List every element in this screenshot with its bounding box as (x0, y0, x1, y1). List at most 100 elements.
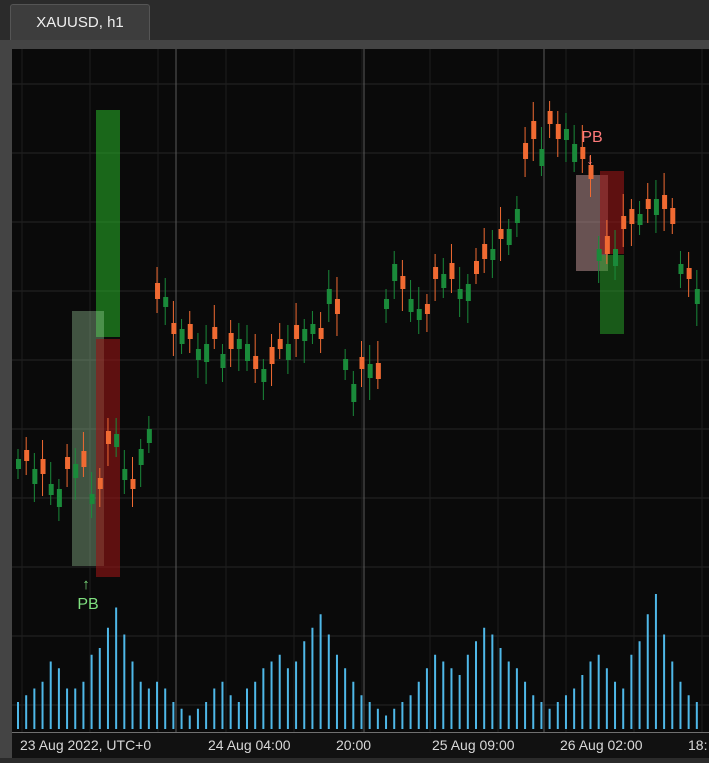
candle-body (613, 249, 619, 266)
pinbar-zones (72, 110, 624, 577)
bull-pb-arrow: ↑ (82, 576, 90, 593)
bull-pinbar-marker: ↑ PB (77, 576, 98, 613)
candle-body (384, 299, 390, 309)
candle-body (449, 263, 455, 279)
candle-body (563, 129, 569, 140)
candle-body (457, 289, 463, 299)
candle-body (326, 289, 332, 304)
time-label: 25 Aug 09:00 (432, 737, 515, 753)
candle-body (114, 434, 120, 447)
candle-body (629, 209, 635, 224)
candle-body (155, 283, 161, 299)
candle-body (138, 449, 144, 465)
candle-body (32, 469, 38, 484)
tab-bar: XAUUSD, h1 (0, 0, 709, 42)
candle-body (547, 111, 553, 124)
candle-body (555, 124, 561, 139)
candle-body (334, 299, 340, 314)
candle-body (163, 297, 169, 307)
candle-body (686, 268, 692, 279)
candle-body (506, 229, 512, 245)
candle-body (416, 309, 422, 320)
candle-body (392, 264, 398, 281)
candle-body (539, 149, 545, 166)
candle-body (408, 299, 414, 312)
bear-pb-arrow: ↓ (586, 151, 594, 168)
candle-body (40, 459, 46, 474)
candle-body (73, 464, 79, 478)
candle-body (694, 289, 700, 304)
time-label: 20:00 (336, 737, 371, 753)
candle-body (441, 274, 447, 288)
candle-body (572, 144, 578, 162)
candle-body (465, 284, 471, 301)
chart-tab-label: XAUUSD, h1 (36, 14, 124, 31)
candle-body (645, 199, 651, 209)
candle-body (212, 327, 218, 339)
chart-tab[interactable]: XAUUSD, h1 (10, 4, 150, 40)
pinbar-zone (96, 110, 120, 337)
candle-body (490, 249, 496, 260)
candle-body (24, 450, 30, 461)
pinbar-zone (600, 171, 624, 254)
candle-body (269, 347, 275, 364)
candle-body (531, 121, 537, 139)
candle-body (359, 357, 365, 369)
candle-body (97, 478, 103, 489)
day-separators (175, 49, 545, 732)
candle-body (171, 323, 177, 334)
time-label: 23 Aug 2022, UTC+0 (20, 737, 151, 753)
candle-body (245, 344, 250, 361)
candle-body (318, 328, 324, 339)
candle-body (514, 209, 520, 223)
candle-body (400, 276, 406, 289)
candle-body (637, 214, 643, 225)
candle-body (130, 479, 136, 489)
candle-body (48, 484, 54, 495)
time-label: 24 Aug 04:00 (208, 737, 291, 753)
candle-body (253, 356, 259, 369)
bull-pb-label: PB (77, 596, 98, 613)
candle-body (523, 143, 529, 159)
candle-body (294, 325, 300, 339)
candle-body (580, 147, 586, 159)
bear-pinbar-marker: PB ↓ (581, 129, 602, 168)
time-axis: 23 Aug 2022, UTC+0 24 Aug 04:00 20:00 25… (12, 731, 709, 758)
candle-body (81, 451, 87, 467)
candle-body (498, 229, 504, 239)
candle-body (662, 195, 668, 209)
candle-body (228, 333, 234, 349)
candle-body (56, 489, 62, 507)
candle-body (187, 324, 193, 339)
candle-body (367, 364, 373, 378)
time-label: 26 Aug 02:00 (560, 737, 643, 753)
candle-body (285, 344, 291, 360)
candle-body (277, 339, 283, 349)
volume-bars (17, 594, 698, 729)
candle-body (302, 329, 308, 341)
candle-body (678, 264, 684, 274)
candle-body (195, 349, 201, 360)
candle-body (16, 459, 21, 469)
candle-body (310, 324, 316, 334)
time-label: 18: (688, 737, 707, 753)
candle-body (588, 165, 594, 179)
candles (16, 101, 700, 521)
candle-body (204, 344, 210, 362)
chart-area[interactable]: ↑ PB PB ↓ (12, 49, 709, 732)
candle-body (343, 359, 349, 370)
candle-body (65, 457, 71, 469)
candle-body (179, 329, 185, 344)
candle-body (351, 384, 357, 402)
bear-pb-label: PB (581, 129, 602, 146)
pinbar-zone (600, 255, 624, 334)
candle-body (474, 261, 479, 274)
candle-body (424, 304, 430, 314)
price-chart[interactable]: ↑ PB PB ↓ (12, 49, 709, 732)
candle-body (236, 339, 242, 349)
candle-body (653, 199, 659, 215)
candle-body (105, 431, 111, 444)
candle-body (89, 494, 95, 504)
candle-body (596, 249, 602, 261)
candle-body (604, 236, 610, 254)
